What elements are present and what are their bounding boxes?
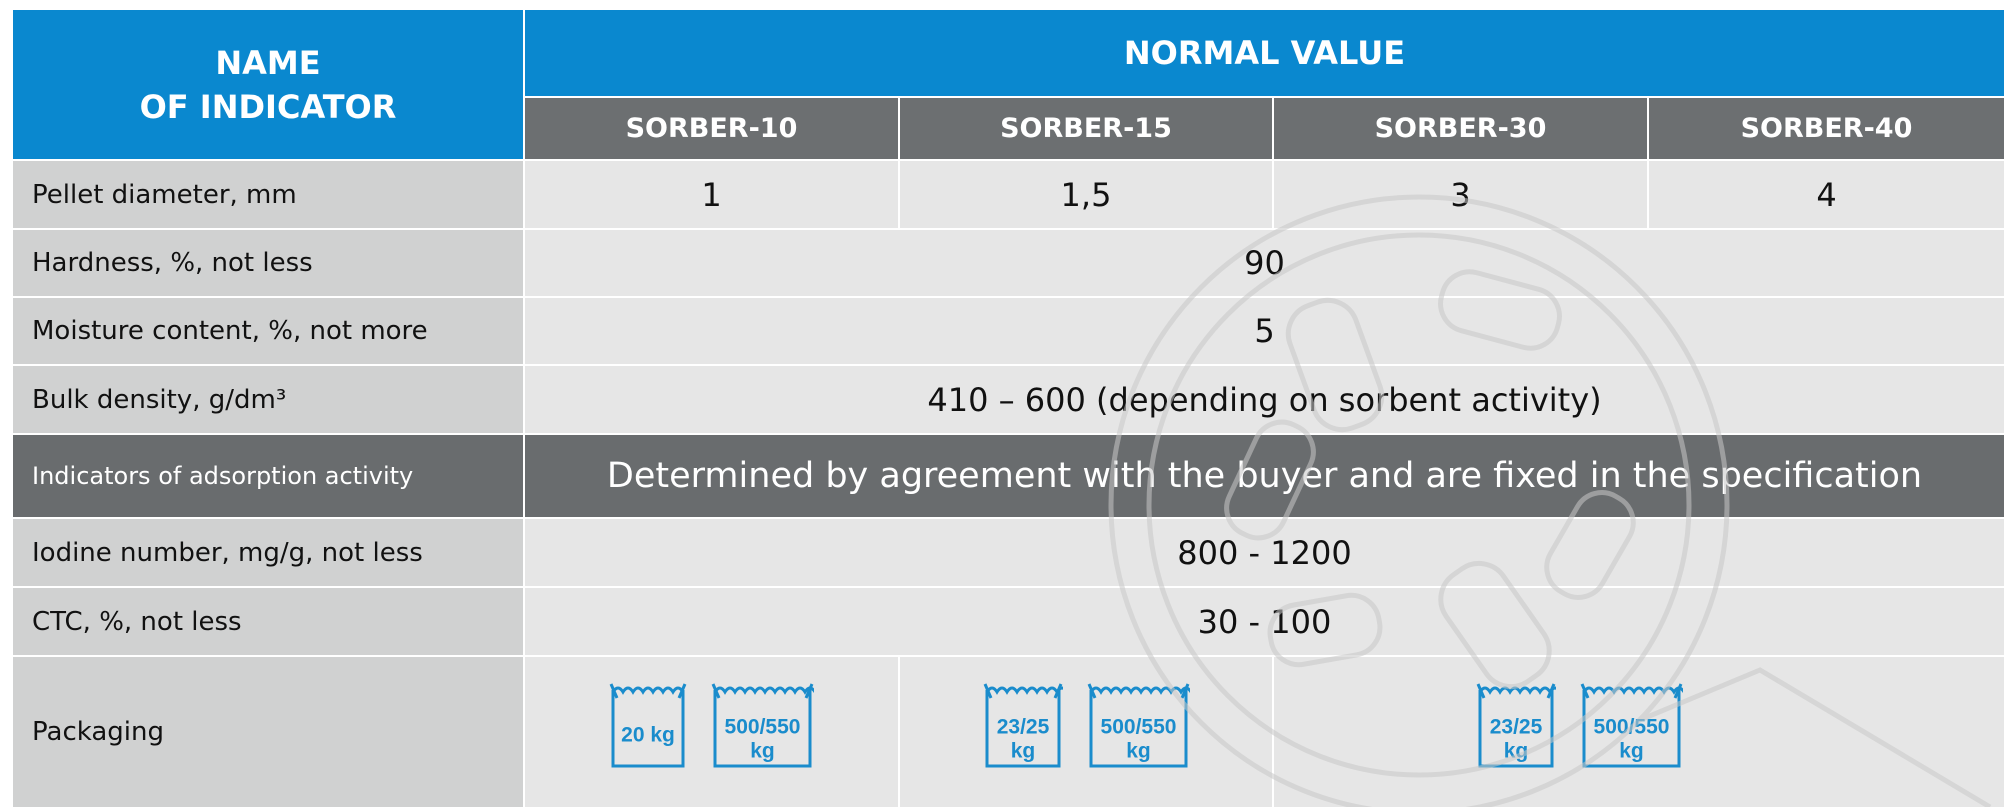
- bag-top: [613, 688, 683, 692]
- bag-top: [987, 688, 1063, 692]
- packaging-label: kg: [1619, 740, 1644, 763]
- product-header: SORBER-15: [900, 98, 1272, 159]
- row-label: Indicators of adsorption activity: [13, 435, 523, 517]
- row-value: 410 – 600 (depending on sorbent activity…: [525, 366, 2004, 433]
- packaging-label: kg: [1126, 740, 1151, 763]
- header-line: NAME: [215, 41, 320, 85]
- bag-top: [1480, 688, 1556, 692]
- packaging-label: 500/550: [1100, 716, 1176, 739]
- row-label: Hardness, %, not less: [13, 230, 523, 296]
- row-label: Iodine number, mg/g, not less: [13, 519, 523, 586]
- row-value: 5: [525, 298, 2004, 364]
- row-label: Pellet diameter, mm: [13, 161, 523, 228]
- row-label: Packaging: [13, 657, 523, 807]
- row-label: Bulk density, g/dm³: [13, 366, 523, 433]
- row-label: Moisture content, %, not more: [13, 298, 523, 364]
- row-value: 1,5: [900, 161, 1272, 228]
- packaging-label: 500/550: [1593, 716, 1669, 739]
- row-value: 90: [525, 230, 2004, 296]
- bag-top: [1091, 688, 1190, 692]
- packaging-icon: 20 kg: [609, 680, 687, 770]
- normal-value-header: NORMAL VALUE: [525, 10, 2004, 96]
- packaging-label: 500/550: [725, 716, 801, 739]
- packaging-label: kg: [1010, 740, 1035, 763]
- row-value: Determined by agreement with the buyer a…: [525, 435, 2004, 517]
- packaging-label: 23/25: [996, 716, 1049, 739]
- row-value: 4: [1649, 161, 2004, 228]
- header-line: OF INDICATOR: [140, 85, 397, 129]
- packaging-label: kg: [1503, 740, 1528, 763]
- page: NAMEOF INDICATORNORMAL VALUESORBER-10SOR…: [0, 0, 2004, 807]
- row-value: 30 - 100: [525, 588, 2004, 655]
- bag-top: [715, 688, 814, 692]
- row-label: CTC, %, not less: [13, 588, 523, 655]
- row-value: 800 - 1200: [525, 519, 2004, 586]
- packaging-label: 23/25: [1489, 716, 1542, 739]
- packaging-label: 20 kg: [621, 724, 675, 747]
- row-value: 3: [1274, 161, 1647, 228]
- product-header: SORBER-30: [1274, 98, 1647, 159]
- bag-top: [1584, 688, 1683, 692]
- packaging-label: kg: [750, 740, 775, 763]
- product-header: SORBER-10: [525, 98, 898, 159]
- product-header: SORBER-40: [1649, 98, 2004, 159]
- row-value: 1: [525, 161, 898, 228]
